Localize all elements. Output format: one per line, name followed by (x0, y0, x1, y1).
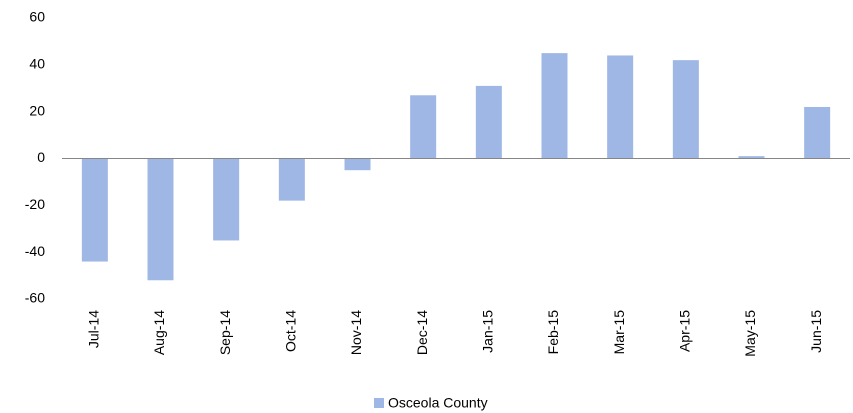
bar (804, 106, 831, 159)
x-tick-label: Oct-14 (283, 310, 299, 352)
bar (81, 158, 108, 262)
x-tick-label: Jun-15 (808, 310, 824, 353)
y-tick-label: 40 (29, 56, 45, 72)
legend-label: Osceola County (388, 395, 488, 411)
x-tick-label: Nov-14 (348, 310, 364, 355)
x-tick-label: Sep-14 (217, 310, 233, 355)
x-tick-label: Jan-15 (480, 310, 496, 353)
y-tick-label: 0 (37, 149, 45, 165)
x-tick-label: Jul-14 (86, 310, 102, 348)
y-tick-label: -60 (25, 290, 45, 306)
bar (278, 158, 305, 201)
bar (213, 158, 240, 241)
bar (410, 95, 437, 159)
legend-swatch (374, 398, 384, 408)
bar (344, 158, 371, 171)
x-tick-label: Feb-15 (545, 310, 561, 355)
x-tick-label: May-15 (742, 310, 758, 357)
x-tick-label: Mar-15 (611, 310, 627, 355)
bar (672, 60, 699, 159)
bar (738, 156, 765, 159)
x-tick-label: Apr-15 (677, 310, 693, 352)
y-tick-label: -40 (25, 243, 45, 259)
bar (147, 158, 174, 281)
bar (541, 53, 568, 159)
bar (475, 85, 502, 159)
y-tick-label: -20 (25, 196, 45, 212)
y-tick-label: 20 (29, 102, 45, 118)
y-tick-label: 60 (29, 9, 45, 25)
bar (607, 55, 634, 159)
x-tick-label: Aug-14 (151, 310, 167, 355)
x-tick-label: Dec-14 (414, 310, 430, 355)
